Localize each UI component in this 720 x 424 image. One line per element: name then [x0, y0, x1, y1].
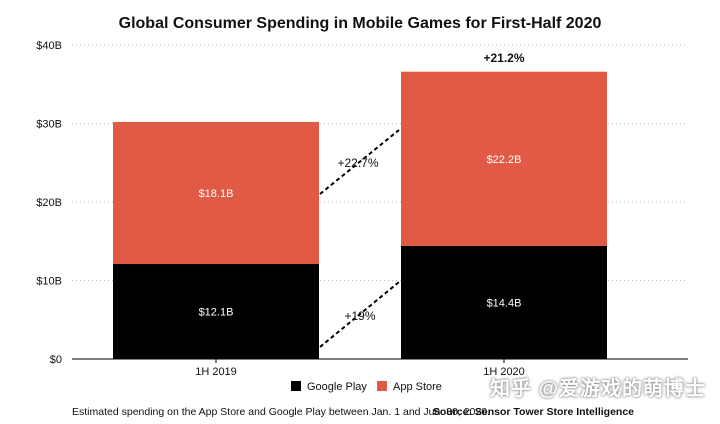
legend-swatch-google-play — [291, 381, 301, 391]
y-tick-label: $40B — [36, 40, 62, 52]
bars: $12.1B $18.1B $14.4B $22.2B — [113, 71, 607, 359]
x-tick-label: 1H 2020 — [483, 366, 525, 378]
source-credit: Source: Sensor Tower Store Intelligence — [432, 406, 634, 418]
bar-value-label: $12.1B — [199, 307, 234, 319]
x-tick-label: 1H 2019 — [195, 366, 237, 378]
y-axis: $0 $10B $20B $30B $40B — [36, 40, 62, 366]
bar-value-label: $22.2B — [487, 154, 522, 166]
connector-google-play — [319, 281, 400, 348]
annotation-google-play-growth: +19% — [344, 309, 375, 323]
bar-value-label: $18.1B — [199, 188, 234, 200]
y-tick-label: $20B — [36, 197, 62, 209]
footnote: Estimated spending on the App Store and … — [72, 406, 490, 418]
legend-label-app-store: App Store — [393, 381, 442, 393]
bar-google-play-1 — [401, 245, 607, 359]
legend: Google Play App Store — [291, 381, 442, 393]
annotation-total-growth: +21.2% — [483, 51, 524, 65]
y-tick-label: $30B — [36, 119, 62, 131]
grid-lines — [72, 44, 688, 281]
connector-app-store — [319, 129, 400, 195]
y-tick-label: $0 — [50, 354, 62, 366]
bar-app-store-1 — [401, 71, 607, 246]
bar-value-label: $14.4B — [487, 297, 522, 309]
bar-app-store-0 — [113, 121, 319, 265]
watermark: 知乎 @爱游戏的萌博士 — [489, 378, 706, 400]
y-tick-label: $10B — [36, 276, 62, 288]
growth-connectors — [319, 129, 400, 348]
x-axis: 1H 2019 1H 2020 — [195, 359, 525, 378]
bar-google-play-0 — [113, 264, 319, 359]
chart-title: Global Consumer Spending in Mobile Games… — [119, 15, 602, 32]
legend-swatch-app-store — [377, 381, 387, 391]
legend-label-google-play: Google Play — [307, 381, 367, 393]
annotation-app-store-growth: +22.7% — [337, 156, 378, 170]
